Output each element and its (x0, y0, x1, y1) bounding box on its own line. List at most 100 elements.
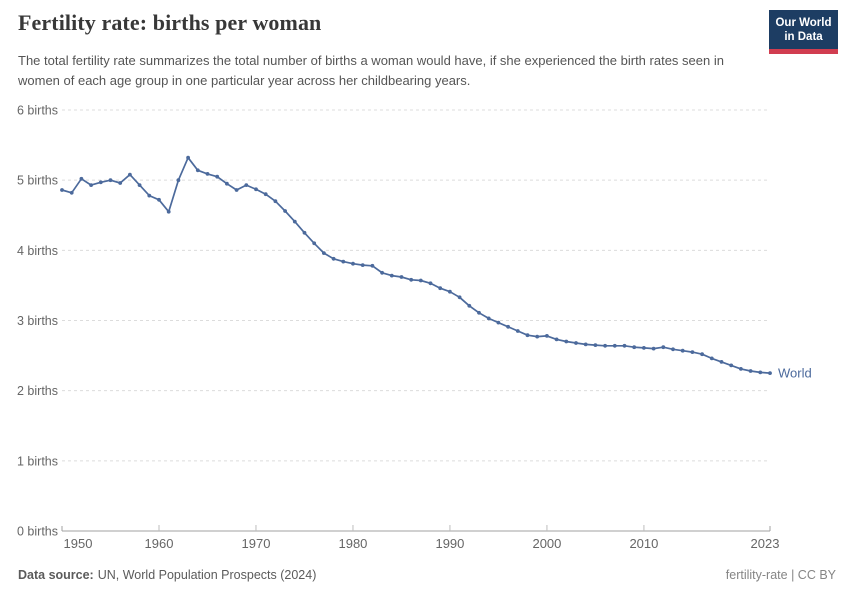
y-tick-label: 4 births (17, 244, 58, 258)
chart-canvas: 0 births 1 births 2 births 3 births 4 births… (17, 104, 812, 552)
x-tick-label: 1960 (145, 536, 174, 551)
data-point (496, 320, 501, 325)
data-point (186, 155, 191, 160)
data-point (283, 209, 287, 213)
data-point (331, 256, 336, 261)
data-point (545, 334, 549, 338)
license-text: fertility-rate | CC BY (725, 568, 836, 582)
data-point (195, 168, 200, 173)
data-point (515, 329, 520, 333)
data-point (642, 346, 646, 350)
x-tick-label: 2023 (751, 536, 780, 551)
page-title: Fertility rate: births per woman (18, 10, 322, 35)
owid-logo[interactable]: Our World in Data (769, 10, 838, 54)
owid-logo-line2: in Data (784, 31, 823, 43)
data-point (370, 263, 375, 268)
y-tick-label: 6 births (17, 104, 58, 118)
data-point (739, 367, 743, 371)
data-point (603, 343, 607, 348)
x-tick-label: 2010 (629, 536, 658, 551)
data-point (389, 273, 394, 278)
data-point (312, 241, 317, 246)
data-point (448, 289, 452, 294)
data-point (322, 251, 326, 256)
data-point (758, 370, 763, 375)
data-point (205, 172, 210, 176)
data-point (292, 219, 297, 224)
data-point (157, 197, 161, 202)
data-point (535, 334, 540, 339)
data-point (729, 363, 734, 368)
x-tick-label: 2000 (532, 536, 561, 551)
data-point (748, 369, 753, 373)
data-point (360, 263, 365, 267)
y-tick-label: 2 births (17, 384, 58, 398)
data-point (632, 345, 637, 350)
data-point (118, 181, 123, 185)
owid-logo-line1: Our World (775, 17, 832, 29)
data-point (69, 190, 74, 195)
data-point (127, 172, 132, 177)
data-point (79, 176, 84, 181)
y-tick-label: 0 births (17, 525, 58, 539)
data-point (166, 209, 171, 214)
x-tick-label: 1970 (242, 536, 271, 551)
data-point (709, 356, 714, 361)
data-point (612, 343, 617, 348)
data-point (428, 281, 433, 286)
data-point (380, 270, 384, 275)
data-point (700, 352, 704, 357)
data-point (147, 193, 152, 198)
data-point (525, 333, 530, 338)
data-point (399, 275, 404, 279)
data-point (418, 278, 423, 283)
y-tick-label: 1 births (17, 454, 58, 468)
data-point (302, 230, 307, 235)
data-source-text: UN, World Population Prospects (2024) (97, 568, 317, 582)
x-tick-label: 1950 (64, 536, 93, 551)
data-point (564, 339, 569, 344)
data-point (225, 181, 229, 186)
data-point (98, 180, 103, 185)
data-point (486, 316, 491, 321)
data-source-label: Data source: (18, 568, 94, 582)
data-point (622, 343, 627, 348)
data-point (244, 183, 249, 187)
chart-footer: Data source: UN, World Population Prospec… (18, 568, 836, 582)
data-point (234, 188, 239, 192)
data-point (593, 343, 598, 347)
data-point (671, 347, 675, 352)
data-point (467, 303, 472, 308)
data-point (554, 337, 559, 342)
data-point (651, 346, 656, 351)
y-tick-label: 3 births (17, 314, 58, 328)
data-point (263, 192, 268, 197)
data-point (583, 342, 588, 347)
data-point (719, 360, 724, 364)
data-point (409, 277, 414, 282)
series-label-world: World (778, 366, 812, 381)
data-point (60, 188, 64, 192)
data-point (680, 348, 685, 353)
data-point (176, 178, 181, 183)
data-point (457, 295, 462, 300)
data-point (438, 286, 443, 291)
data-point (215, 174, 220, 179)
chart-subtitle: The total fertility rate summarizes the … (18, 53, 724, 88)
data-point (137, 183, 142, 187)
data-point (768, 371, 772, 375)
data-point (661, 345, 666, 350)
data-point (351, 261, 355, 266)
data-point (506, 324, 510, 329)
data-point (89, 183, 93, 187)
data-line-world (61, 156, 771, 374)
data-point (574, 341, 578, 345)
data-point (341, 259, 346, 264)
data-point (477, 310, 481, 315)
x-tick-label: 1990 (435, 536, 464, 551)
y-tick-label: 5 births (17, 174, 58, 188)
data-point (273, 199, 278, 204)
data-point (690, 350, 695, 354)
x-tick-label: 1980 (338, 536, 367, 551)
